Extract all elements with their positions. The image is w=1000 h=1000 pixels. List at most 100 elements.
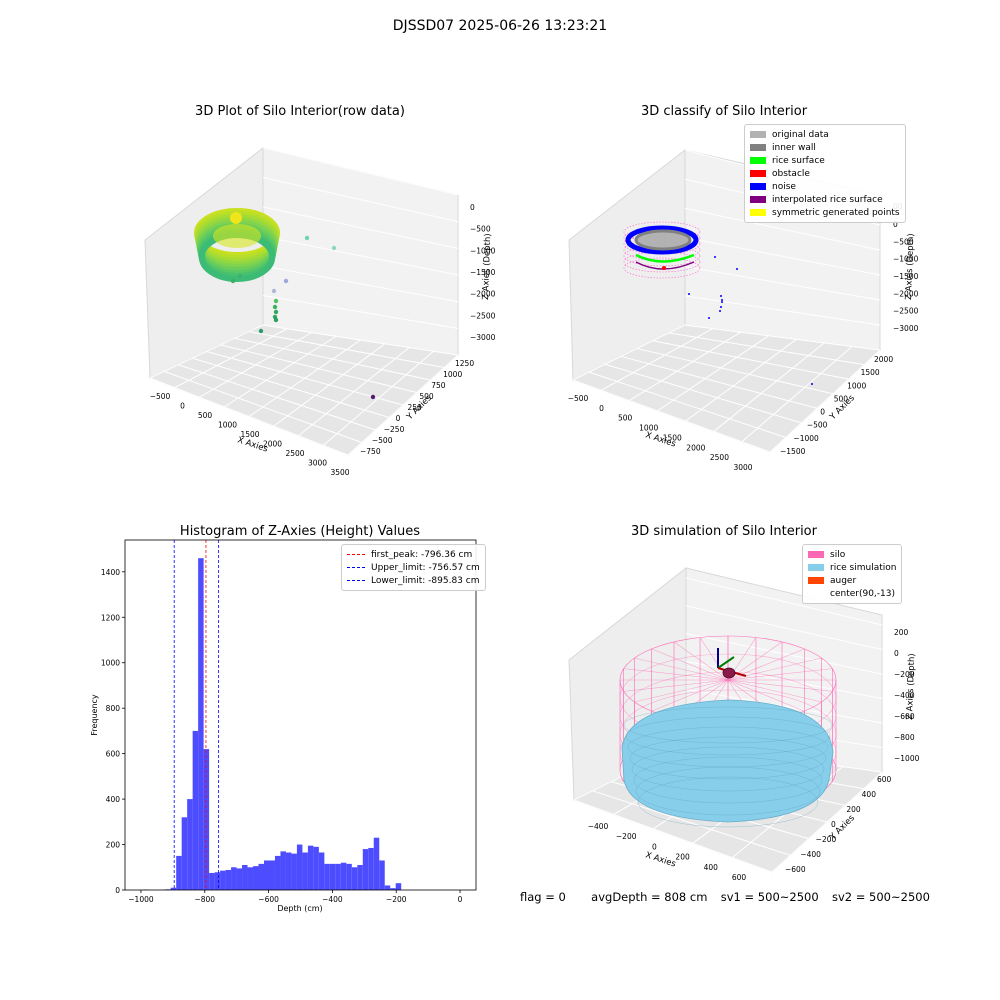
panel4-legend-item: rice simulation — [808, 561, 896, 574]
legend-swatch — [750, 209, 766, 216]
panel2-z-tick-label: 0 — [893, 220, 898, 229]
panel2-silo-ring — [623, 245, 701, 267]
panel4-title: 3D simulation of Silo Interior — [631, 524, 817, 539]
silo-lid-spoke — [634, 679, 729, 703]
legend-label: first_peak: -796.36 cm — [371, 549, 473, 560]
histogram-bar — [285, 852, 292, 890]
panel4-z-tick-label: −200 — [894, 670, 915, 679]
panel2-x-gridline — [629, 331, 741, 401]
panel2-z-tick-label: −3000 — [893, 324, 919, 333]
y-tick-label: 600 — [106, 750, 121, 759]
panel2-noise-point — [721, 301, 723, 303]
legend-label: auger — [830, 575, 857, 586]
panel1-z-gridline — [262, 177, 459, 223]
sv2-text: sv2 = 500~2500 — [831, 890, 930, 904]
histogram-bar — [214, 872, 221, 890]
panel2-silo-ring — [623, 233, 701, 255]
panel1-x-tick-label: 3000 — [308, 459, 327, 468]
silo-lid-spoke — [727, 679, 833, 692]
panel4-z-gridline — [685, 605, 883, 650]
panel2-legend-item: original data — [750, 128, 900, 141]
panel1-data-point — [230, 278, 236, 284]
panel1-x-tick-label: 0 — [180, 402, 185, 411]
panel2-noise-point — [720, 306, 722, 308]
panel4-x-tick-label: −200 — [616, 832, 637, 841]
silo-lid-spoke — [673, 641, 729, 681]
x-tick-label: −600 — [258, 895, 279, 904]
panel2-noise-point — [811, 383, 813, 385]
x-tick-label: −800 — [194, 895, 215, 904]
panel4-legend-item: auger — [808, 574, 896, 587]
panel2-x-gridline — [685, 338, 797, 422]
legend-label: interpolated rice surface — [772, 194, 883, 205]
histogram-bar — [395, 883, 402, 890]
legend-label: inner wall — [772, 142, 816, 153]
panel2-noise-point — [720, 295, 722, 297]
panel1-y-tick-label: 500 — [419, 392, 434, 401]
histogram-bar — [335, 863, 341, 890]
legend-line — [347, 567, 365, 568]
panel2-x-tick-label: 0 — [599, 404, 604, 413]
panel2-y-tick-label: 0 — [820, 408, 825, 417]
panel4-y-tick-label: −200 — [816, 835, 837, 844]
legend-label: original data — [772, 129, 829, 140]
silo-lid-spoke — [651, 648, 729, 681]
y-tick-label: 1200 — [101, 613, 120, 622]
histogram-bar — [362, 849, 369, 890]
panel2-noise-point — [688, 293, 690, 295]
panel2-z-tick-label: −1500 — [893, 272, 919, 281]
panel2-x-tick-label: 1500 — [663, 433, 682, 442]
histogram-bar — [296, 844, 303, 890]
panel4-z-gridline — [685, 688, 883, 724]
panel2-legend-item: interpolated rice surface — [750, 193, 900, 206]
legend-swatch — [750, 196, 766, 203]
histogram-bar — [269, 860, 275, 890]
panel1-data-core — [213, 224, 261, 248]
legend-line — [347, 554, 365, 555]
sv1-text: sv1 = 500~2500 — [720, 890, 819, 904]
panel2-y-gridline — [572, 379, 771, 453]
panel2-x-tick-label: 1000 — [639, 424, 658, 433]
panel2-y-tick-label: 1000 — [847, 381, 866, 390]
panel2-y-tick-label: −1000 — [793, 434, 819, 443]
panel4-legend-item: silo — [808, 548, 896, 561]
panel2-y-tick-label: −500 — [807, 421, 828, 430]
histogram-bar — [307, 845, 314, 890]
rice-mesh-line — [635, 766, 821, 816]
panel4-z-tick-label: −600 — [894, 712, 915, 721]
panel4-x-tick-label: 200 — [675, 853, 690, 862]
panel2-silo-ring — [623, 251, 701, 273]
panel3-legend: first_peak: -796.36 cm Upper_limit: -756.… — [341, 544, 486, 591]
histogram-bar — [280, 851, 286, 890]
y-tick-label: 0 — [115, 886, 120, 895]
panel1-data-point — [271, 288, 277, 294]
panel1-y-gridline — [163, 370, 362, 443]
panel1-x-tick-label: 2500 — [285, 449, 304, 458]
histogram-bar — [209, 872, 215, 890]
panel4-y-tick-label: 600 — [877, 775, 892, 784]
panel1-z-tick-label: −1500 — [470, 268, 496, 277]
histogram-bar — [242, 865, 248, 890]
y-tick-label: 200 — [106, 841, 121, 850]
panel1-y-gridline — [234, 337, 431, 381]
panel1-y-gridline — [178, 364, 376, 431]
panel2-x-gridline — [713, 342, 825, 432]
panel4-z-tick-label: 0 — [894, 649, 899, 658]
panel1-y-tick-label: −250 — [384, 425, 405, 434]
panel2-legend: original data inner wall rice surface obsta… — [744, 124, 906, 223]
panel1-title: 3D Plot of Silo Interior(row data) — [195, 104, 405, 119]
histogram-bar — [187, 799, 193, 890]
histogram-bar — [379, 860, 385, 890]
panel3-legend-item: Upper_limit: -756.57 cm — [347, 561, 480, 574]
legend-label: Upper_limit: -756.57 cm — [371, 562, 480, 573]
silo-lid-spoke — [651, 679, 729, 712]
panel2-z-tick-label: −2000 — [893, 289, 919, 298]
figure-title: DJSSD07 2025-06-26 13:23:21 — [392, 18, 608, 34]
x-tick-label: 0 — [458, 895, 463, 904]
panel1-x-tick-label: 2000 — [263, 440, 282, 449]
panel2-noise-point — [719, 310, 721, 312]
panel2-noise-point — [714, 256, 716, 258]
silo-lid-spoke — [727, 679, 822, 703]
histogram-bar — [313, 846, 319, 890]
